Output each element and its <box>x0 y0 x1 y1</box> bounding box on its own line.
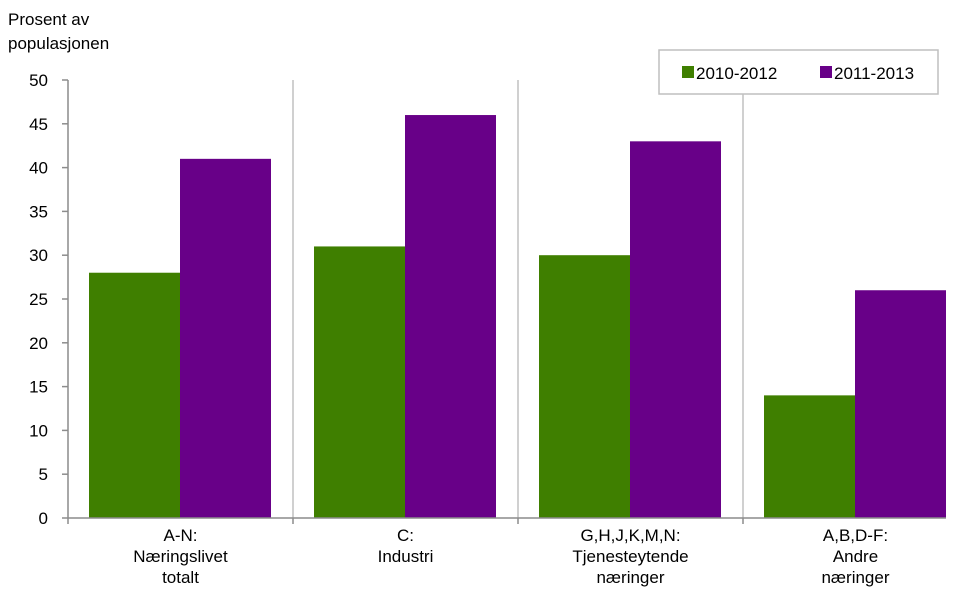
x-category-labels: A-N: Næringslivet totalt C: Industri G,H,J,K,… <box>133 526 890 587</box>
legend-swatch <box>820 66 832 78</box>
bar-2011-2013-2 <box>630 141 721 518</box>
bar-2010-2012-1 <box>314 246 405 518</box>
bar-2010-2012-2 <box>539 255 630 518</box>
category-label: Næringslivet <box>133 547 228 566</box>
y-tick-label: 25 <box>29 290 48 309</box>
category-label: næringer <box>596 568 664 587</box>
bar-2011-2013-3 <box>855 290 946 518</box>
y-tick-label: 0 <box>39 509 48 528</box>
legend-label: 2010-2012 <box>696 64 777 83</box>
bars <box>89 115 946 518</box>
category-label: totalt <box>162 568 199 587</box>
y-tick-label: 45 <box>29 115 48 134</box>
bar-2010-2012-0 <box>89 272 180 518</box>
y-tick-label: 50 <box>29 71 48 90</box>
y-axis-title-line: populasjonen <box>8 34 109 53</box>
category-label: Industri <box>378 547 434 566</box>
category-label: Tjenesteytende <box>572 547 688 566</box>
category-label: Andre <box>833 547 878 566</box>
y-tick-label: 10 <box>29 421 48 440</box>
legend: 2010-2012 2011-2013 <box>658 49 939 95</box>
y-axis-title: Prosent av populasjonen <box>8 10 109 53</box>
category-label: C: <box>397 526 414 545</box>
category-label: næringer <box>821 568 889 587</box>
category-label: A-N: <box>164 526 198 545</box>
category-separators <box>292 80 744 518</box>
y-tick-label: 5 <box>39 465 48 484</box>
category-label: G,H,J,K,M,N: <box>580 526 680 545</box>
bar-2011-2013-1 <box>405 115 496 518</box>
y-tick-labels: 0 5 10 15 20 25 30 35 40 45 50 <box>29 71 68 528</box>
legend-box <box>658 49 939 95</box>
y-tick-label: 20 <box>29 334 48 353</box>
bar-2011-2013-0 <box>180 158 271 518</box>
y-tick-label: 30 <box>29 246 48 265</box>
category-label: A,B,D-F: <box>823 526 888 545</box>
legend-label: 2011-2013 <box>834 64 914 83</box>
y-tick-label: 15 <box>29 378 48 397</box>
y-tick-label: 40 <box>29 159 48 178</box>
legend-swatch <box>682 66 694 78</box>
bar-2010-2012-3 <box>764 395 855 518</box>
y-axis-title-line: Prosent av <box>8 10 90 29</box>
y-tick-label: 35 <box>29 202 48 221</box>
